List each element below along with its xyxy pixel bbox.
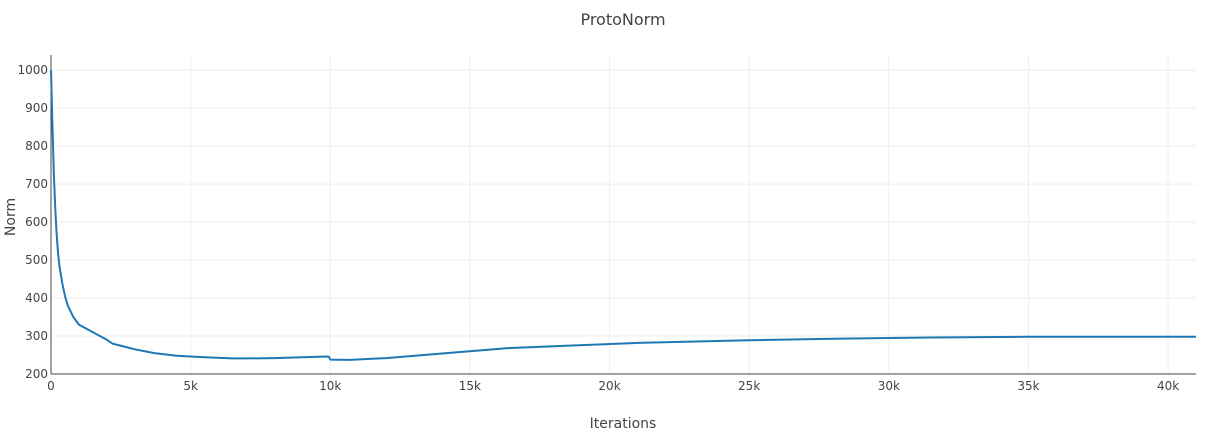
y-axis-title: Norm	[3, 198, 19, 236]
y-tick-label: 400	[25, 291, 48, 305]
x-tick-label: 0	[47, 379, 55, 393]
series-line	[50, 70, 1196, 361]
y-tick-label: 700	[25, 177, 48, 191]
x-tick-label: 15k	[459, 379, 481, 393]
series-layer	[50, 70, 1196, 361]
chart-title: ProtoNorm	[580, 10, 665, 29]
x-tick-label: 40k	[1157, 379, 1179, 393]
x-tick-label: 20k	[598, 379, 620, 393]
grid	[51, 55, 1196, 374]
y-tick-label: 300	[25, 329, 48, 343]
x-axis-title: Iterations	[590, 416, 657, 432]
y-tick-label: 1000	[17, 63, 48, 77]
x-tick-label: 30k	[878, 379, 900, 393]
x-tick-label: 25k	[738, 379, 760, 393]
x-tick-label: 10k	[319, 379, 341, 393]
y-tick-label: 800	[25, 139, 48, 153]
x-tick-label: 5k	[183, 379, 198, 393]
y-tick-label: 600	[25, 215, 48, 229]
y-tick-label: 200	[25, 367, 48, 381]
x-tick-label: 35k	[1017, 379, 1039, 393]
y-tick-label: 500	[25, 253, 48, 267]
y-tick-label: 900	[25, 101, 48, 115]
axes: 0 5k 10k 15k 20k 25k 30k 35k 40k 200 300 400 500 600 7…	[17, 55, 1196, 393]
